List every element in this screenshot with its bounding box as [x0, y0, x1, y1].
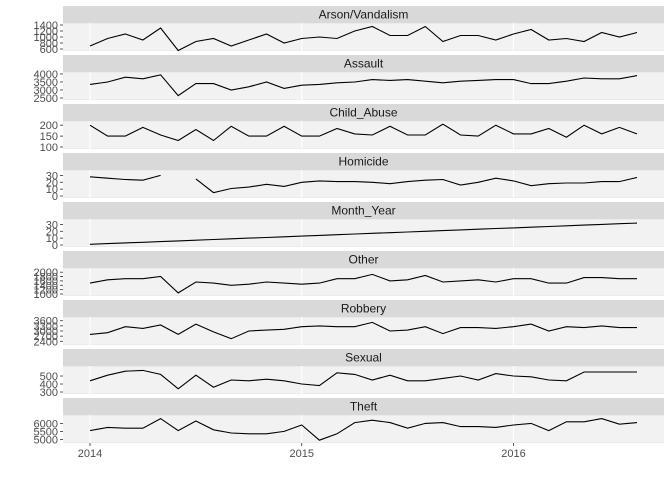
y-tick-label: 5500 [34, 426, 58, 438]
strip-label: Other [348, 253, 378, 267]
strip-background [63, 153, 664, 170]
y-tick-label: 200 [40, 120, 58, 132]
y-tick-label: 3000 [34, 326, 58, 338]
y-tick-label: 1400 [34, 20, 58, 32]
y-tick-label: 300 [40, 387, 58, 399]
strip-label: Robbery [341, 302, 386, 316]
y-tick-label: 0 [52, 191, 58, 203]
y-tick-label: 6000 [34, 418, 58, 430]
x-tick-label: 2014 [78, 448, 102, 460]
x-tick-label: 2015 [289, 448, 313, 460]
strip-background [63, 202, 664, 219]
strip-background [63, 349, 664, 366]
y-tick-label: 1800 [34, 272, 58, 284]
series-line-robbery [89, 321, 637, 340]
y-tick-label: 3500 [34, 77, 58, 89]
y-tick-label: 500 [40, 371, 58, 383]
strip-background [63, 300, 664, 317]
series-line-arson-vandalism [89, 25, 638, 52]
y-tick-label: 1000 [34, 32, 58, 44]
strip-background [63, 55, 664, 72]
strip-label: Child_Abuse [329, 106, 397, 120]
strip-label: Month_Year [331, 204, 395, 218]
y-tick-label: 1400 [34, 280, 58, 292]
y-tick-label: 800 [40, 38, 58, 50]
y-tick-label: 2000 [34, 267, 58, 279]
y-tick-label: 1000 [34, 289, 58, 301]
strip-label: Theft [350, 400, 378, 414]
strip-label: Homicide [338, 155, 388, 169]
series-line-homicide [89, 174, 638, 194]
y-tick-label: 20 [46, 177, 58, 189]
strip-background [63, 398, 664, 415]
series-line-child-abuse [89, 123, 638, 142]
x-tick-label: 2016 [501, 448, 525, 460]
y-tick-label: 100 [40, 142, 58, 154]
strip-background [63, 104, 664, 121]
y-tick-label: 30 [46, 219, 58, 231]
y-tick-label: 1200 [34, 285, 58, 297]
y-tick-label: 20 [46, 226, 58, 238]
strip-label: Arson/Vandalism [319, 8, 409, 22]
y-tick-label: 1600 [34, 276, 58, 288]
y-tick-label: 3300 [34, 321, 58, 333]
strip-label: Assault [344, 57, 384, 71]
series-line-theft [89, 417, 638, 441]
y-tick-label: 600 [40, 44, 58, 56]
y-tick-label: 400 [40, 379, 58, 391]
y-tick-label: 0 [52, 240, 58, 252]
series-line-month-year [89, 222, 638, 245]
y-tick-label: 10 [46, 233, 58, 245]
y-tick-label: 150 [40, 131, 58, 143]
strip-background [63, 6, 664, 23]
y-tick-label: 4000 [34, 69, 58, 81]
series-line-other [89, 273, 637, 294]
y-tick-label: 3000 [34, 85, 58, 97]
y-tick-label: 2400 [34, 336, 58, 348]
y-tick-label: 2700 [34, 331, 58, 343]
y-tick-label: 30 [46, 170, 58, 182]
series-line-sexual [89, 369, 637, 390]
strip-label: Sexual [345, 351, 382, 365]
y-tick-label: 5000 [34, 434, 58, 446]
y-tick-label: 10 [46, 184, 58, 196]
y-tick-label: 2500 [34, 93, 58, 105]
strip-background [63, 251, 664, 268]
series-line-assault [89, 74, 638, 97]
y-tick-label: 1200 [34, 26, 58, 38]
y-tick-label: 3600 [34, 316, 58, 328]
